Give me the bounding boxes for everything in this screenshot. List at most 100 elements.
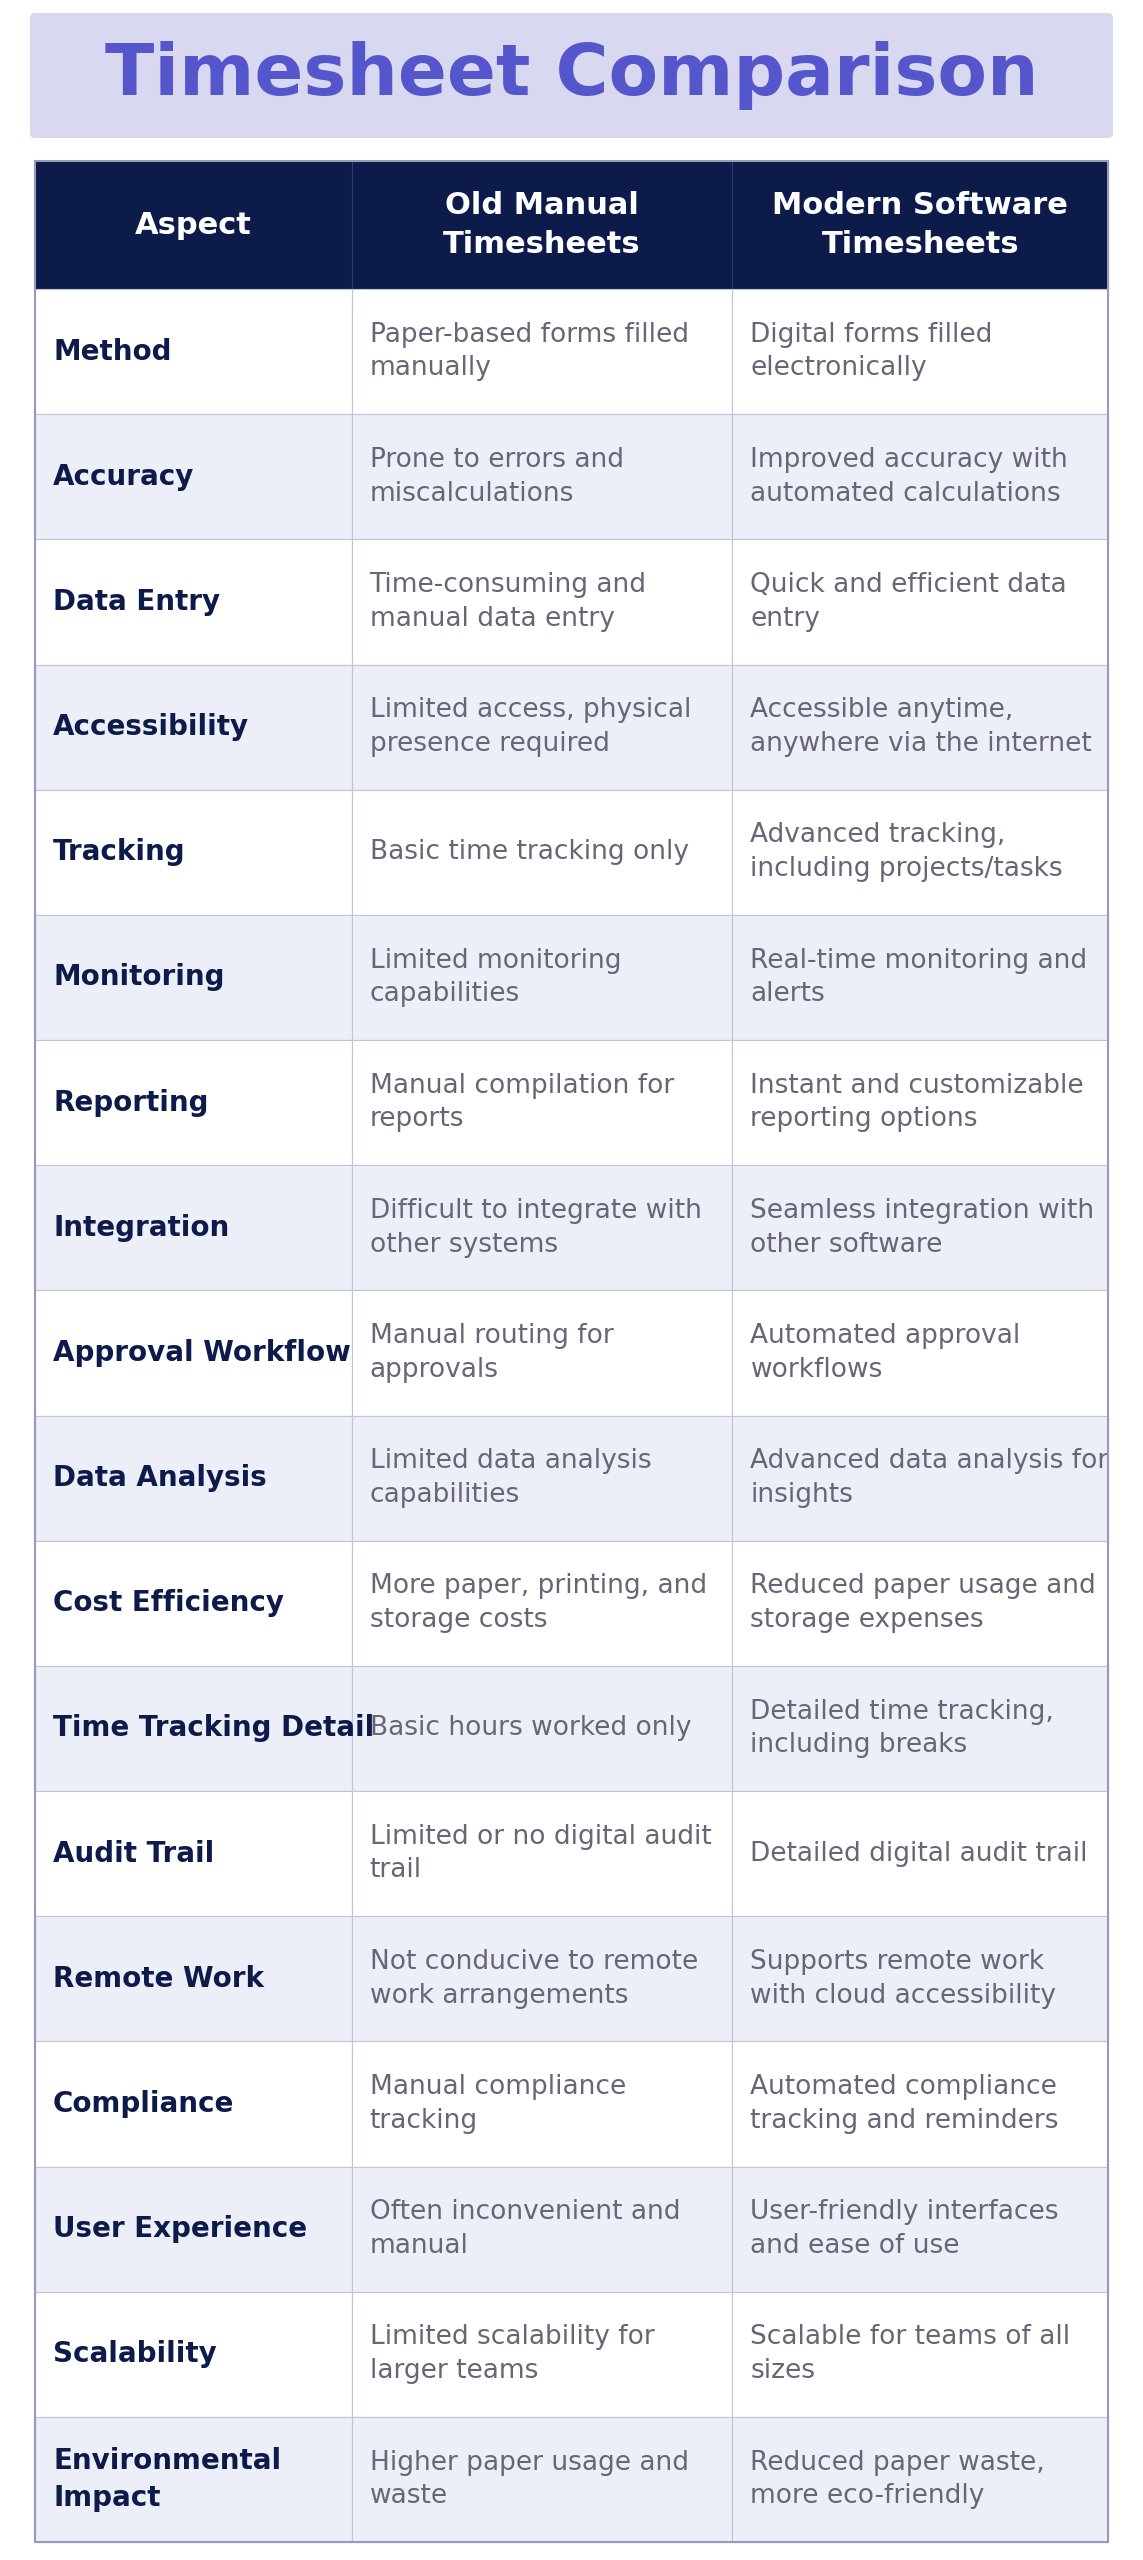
Bar [35, 788, 352, 914]
Text: Approval Workflow: Approval Workflow [53, 1339, 351, 1367]
Text: Digital forms filled
electronically: Digital forms filled electronically [751, 323, 993, 381]
Bar [352, 788, 733, 914]
Bar [352, 1792, 733, 1917]
Bar [733, 415, 1108, 540]
Bar [35, 289, 352, 415]
Text: Modern Software
Timesheets: Modern Software Timesheets [773, 192, 1069, 259]
Bar [733, 2040, 1108, 2166]
Text: Detailed digital audit trail: Detailed digital audit trail [751, 1841, 1088, 1866]
Text: Manual compilation for
reports: Manual compilation for reports [369, 1073, 673, 1132]
Bar [35, 1165, 352, 1290]
Text: Aspect: Aspect [135, 210, 251, 241]
Bar [35, 1917, 352, 2040]
Text: Seamless integration with
other software: Seamless integration with other software [751, 1198, 1095, 1257]
Bar [733, 1917, 1108, 2040]
Text: Prone to errors and
miscalculations: Prone to errors and miscalculations [369, 448, 624, 507]
Text: Paper-based forms filled
manually: Paper-based forms filled manually [369, 323, 688, 381]
Text: Cost Efficiency: Cost Efficiency [53, 1590, 283, 1618]
Text: Audit Trail: Audit Trail [53, 1841, 214, 1869]
Text: Compliance: Compliance [53, 2089, 234, 2117]
Text: Difficult to integrate with
other systems: Difficult to integrate with other system… [369, 1198, 702, 1257]
Text: Detailed time tracking,
including breaks: Detailed time tracking, including breaks [751, 1700, 1054, 1759]
Bar [35, 1290, 352, 1416]
Bar [35, 1416, 352, 1541]
Bar [733, 1039, 1108, 1165]
Bar [733, 2417, 1108, 2542]
Bar [733, 1416, 1108, 1541]
Bar [35, 1039, 352, 1165]
Bar [733, 1290, 1108, 1416]
Text: Advanced tracking,
including projects/tasks: Advanced tracking, including projects/ta… [751, 822, 1063, 883]
Bar [352, 2417, 733, 2542]
Bar [352, 1290, 733, 1416]
Text: Time Tracking Detail: Time Tracking Detail [53, 1715, 374, 1743]
Text: Often inconvenient and
manual: Often inconvenient and manual [369, 2199, 680, 2258]
Bar [733, 289, 1108, 415]
Bar [35, 1541, 352, 1667]
Text: Limited access, physical
presence required: Limited access, physical presence requir… [369, 696, 690, 758]
Bar [733, 1541, 1108, 1667]
Bar [352, 1541, 733, 1667]
Text: Limited or no digital audit
trail: Limited or no digital audit trail [369, 1823, 711, 1884]
Text: Real-time monitoring and
alerts: Real-time monitoring and alerts [751, 947, 1088, 1006]
Bar [352, 666, 733, 788]
Text: Basic hours worked only: Basic hours worked only [369, 1715, 692, 1741]
Bar [352, 914, 733, 1039]
Text: Remote Work: Remote Work [53, 1964, 264, 1992]
Text: Tracking: Tracking [53, 837, 185, 865]
Bar [352, 161, 733, 289]
Text: Limited data analysis
capabilities: Limited data analysis capabilities [369, 1449, 652, 1508]
Text: User-friendly interfaces
and ease of use: User-friendly interfaces and ease of use [751, 2199, 1058, 2258]
Text: Data Analysis: Data Analysis [53, 1464, 266, 1492]
Bar [352, 2291, 733, 2417]
Bar [352, 415, 733, 540]
Bar [35, 2417, 352, 2542]
Text: Limited monitoring
capabilities: Limited monitoring capabilities [369, 947, 621, 1006]
Text: Automated compliance
tracking and reminders: Automated compliance tracking and remind… [751, 2074, 1058, 2132]
Bar [352, 1416, 733, 1541]
Text: Quick and efficient data
entry: Quick and efficient data entry [751, 571, 1068, 632]
Bar [352, 1039, 733, 1165]
Text: Scalable for teams of all
sizes: Scalable for teams of all sizes [751, 2324, 1071, 2383]
Text: Reporting: Reporting [53, 1088, 208, 1116]
Text: Method: Method [53, 338, 171, 366]
Bar [35, 2040, 352, 2166]
Bar [733, 161, 1108, 289]
FancyBboxPatch shape [30, 13, 1113, 138]
Text: Scalability: Scalability [53, 2340, 217, 2368]
Text: Advanced data analysis for
insights: Advanced data analysis for insights [751, 1449, 1109, 1508]
Text: Accuracy: Accuracy [53, 463, 194, 492]
Bar [733, 540, 1108, 666]
Bar [733, 788, 1108, 914]
Text: Integration: Integration [53, 1213, 230, 1242]
Text: Accessible anytime,
anywhere via the internet: Accessible anytime, anywhere via the int… [751, 696, 1093, 758]
Text: Manual compliance
tracking: Manual compliance tracking [369, 2074, 625, 2132]
Text: More paper, printing, and
storage costs: More paper, printing, and storage costs [369, 1574, 706, 1633]
Text: Reduced paper waste,
more eco-friendly: Reduced paper waste, more eco-friendly [751, 2450, 1045, 2509]
Bar [733, 914, 1108, 1039]
Bar [352, 540, 733, 666]
Bar [352, 1917, 733, 2040]
Text: Supports remote work
with cloud accessibility: Supports remote work with cloud accessib… [751, 1948, 1056, 2010]
Bar [35, 1792, 352, 1917]
Bar [352, 289, 733, 415]
Bar [733, 1165, 1108, 1290]
Text: Data Entry: Data Entry [53, 589, 221, 617]
Text: Limited scalability for
larger teams: Limited scalability for larger teams [369, 2324, 654, 2383]
Bar [352, 1165, 733, 1290]
Bar [35, 2166, 352, 2291]
Bar [35, 161, 352, 289]
Bar [733, 2291, 1108, 2417]
Bar [733, 1792, 1108, 1917]
Bar [35, 1667, 352, 1792]
Text: Time-consuming and
manual data entry: Time-consuming and manual data entry [369, 571, 647, 632]
Text: Not conducive to remote
work arrangements: Not conducive to remote work arrangement… [369, 1948, 697, 2010]
Text: Manual routing for
approvals: Manual routing for approvals [369, 1324, 614, 1382]
Bar [35, 666, 352, 788]
Bar [352, 2040, 733, 2166]
Text: Accessibility: Accessibility [53, 714, 249, 740]
Text: Basic time tracking only: Basic time tracking only [369, 840, 688, 865]
Bar [733, 1667, 1108, 1792]
Bar [35, 914, 352, 1039]
Text: Old Manual
Timesheets: Old Manual Timesheets [443, 192, 641, 259]
